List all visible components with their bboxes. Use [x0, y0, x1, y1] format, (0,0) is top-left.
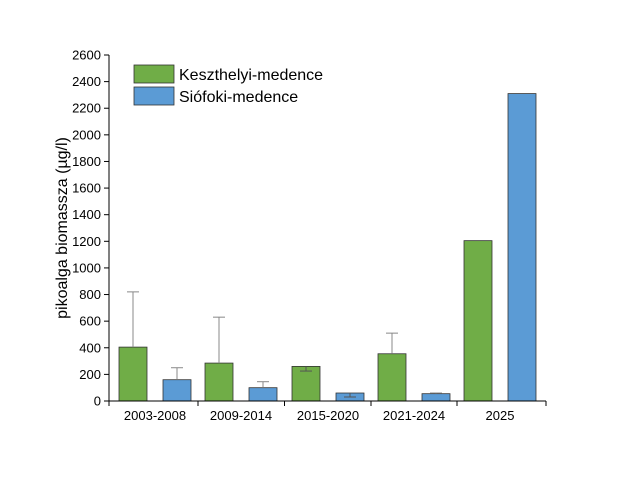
y-tick-label-1400: 1400: [72, 207, 101, 222]
bar-keszthelyi-2003-2008: [118, 346, 148, 402]
legend-swatch-1: [133, 86, 175, 106]
bar-keszthelyi-2025: [463, 240, 493, 402]
y-tick-label-2600: 2600: [72, 48, 101, 63]
bar-siofoki-2003-2008: [162, 379, 192, 402]
y-tick-label-600: 600: [79, 314, 101, 329]
legend: Keszthelyi-medence Siófoki-medence: [133, 64, 323, 106]
legend-label-0: Keszthelyi-medence: [179, 67, 323, 84]
y-tick-label-2000: 2000: [72, 127, 101, 142]
y-tick-label-1000: 1000: [72, 260, 101, 275]
x-tick-label-2015-2020: 2015-2020: [297, 408, 359, 423]
bar-siofoki-2009-2014: [248, 387, 278, 402]
bar-siofoki-2021-2024: [421, 393, 451, 402]
y-tick-label-800: 800: [79, 287, 101, 302]
legend-label-1: Siófoki-medence: [179, 89, 298, 106]
y-tick-label-1600: 1600: [72, 181, 101, 196]
x-tick-label-2009-2014: 2009-2014: [210, 408, 272, 423]
x-tick-label-2021-2024: 2021-2024: [383, 408, 445, 423]
x-tick-label-2025: 2025: [486, 408, 515, 423]
y-tick-label-200: 200: [79, 367, 101, 382]
y-tick-label-0: 0: [94, 394, 101, 409]
legend-swatch-0: [133, 64, 175, 84]
bar-siofoki-2025: [507, 93, 537, 402]
bars-layer: [118, 93, 537, 402]
y-axis-label: pikoalga biomassza (µg/l): [54, 137, 71, 319]
y-tick-label-1200: 1200: [72, 234, 101, 249]
y-tick-label-2200: 2200: [72, 101, 101, 116]
bar-keszthelyi-2021-2024: [377, 353, 407, 402]
bar-keszthelyi-2015-2020: [291, 365, 321, 402]
y-tick-label-400: 400: [79, 340, 101, 355]
bar-keszthelyi-2009-2014: [204, 362, 234, 402]
error-bars-layer: [127, 291, 442, 398]
y-tick-label-1800: 1800: [72, 154, 101, 169]
y-tick-label-2400: 2400: [72, 74, 101, 89]
axes-layer: 0 200 400 600 800 1000 1200 1400 1600 1800 2000 220…: [72, 48, 547, 423]
x-tick-label-2003-2008: 2003-2008: [124, 408, 186, 423]
